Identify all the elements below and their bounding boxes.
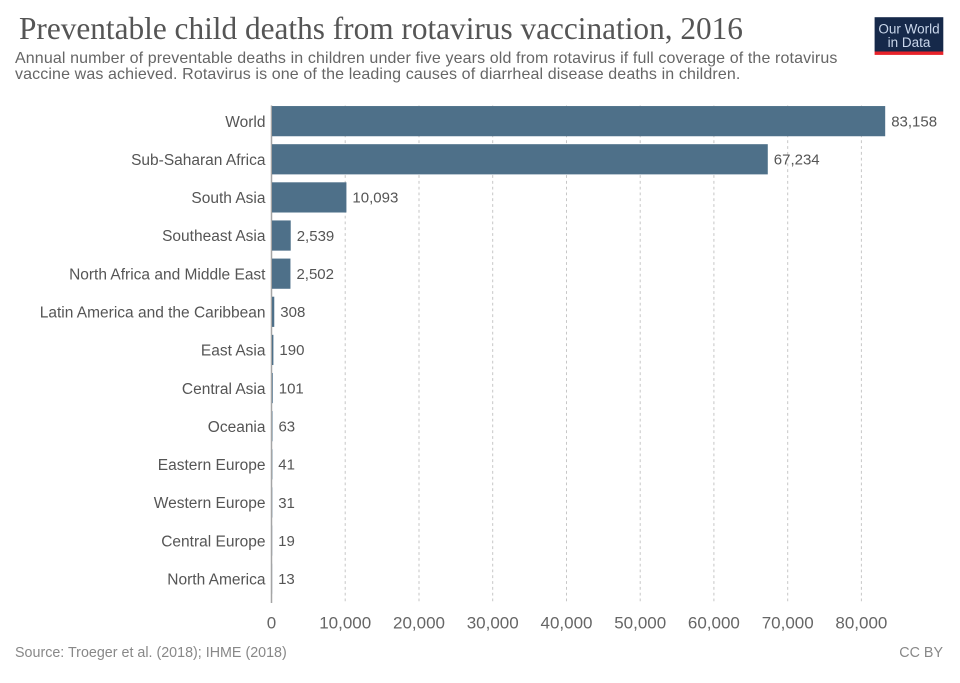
svg-text:Central Europe: Central Europe bbox=[161, 533, 265, 550]
svg-text:50,000: 50,000 bbox=[614, 613, 666, 632]
svg-text:North Africa and Middle East: North Africa and Middle East bbox=[69, 266, 266, 283]
svg-text:31: 31 bbox=[278, 495, 295, 512]
svg-text:40,000: 40,000 bbox=[541, 613, 593, 632]
svg-text:30,000: 30,000 bbox=[467, 613, 519, 632]
svg-text:Preventable child deaths from: Preventable child deaths from rotavirus … bbox=[19, 11, 743, 46]
svg-text:83,158: 83,158 bbox=[891, 113, 937, 130]
svg-text:63: 63 bbox=[278, 418, 295, 435]
svg-text:Western Europe: Western Europe bbox=[154, 495, 266, 512]
svg-text:308: 308 bbox=[280, 304, 305, 321]
svg-text:80,000: 80,000 bbox=[835, 613, 887, 632]
svg-text:101: 101 bbox=[279, 380, 304, 397]
svg-text:World: World bbox=[225, 114, 265, 131]
svg-text:Oceania: Oceania bbox=[208, 419, 266, 436]
svg-text:41: 41 bbox=[278, 457, 295, 474]
svg-text:Sub-Saharan Africa: Sub-Saharan Africa bbox=[131, 152, 266, 169]
svg-text:60,000: 60,000 bbox=[688, 613, 740, 632]
svg-text:19: 19 bbox=[278, 533, 295, 550]
svg-text:South Asia: South Asia bbox=[191, 190, 265, 207]
svg-text:Eastern Europe: Eastern Europe bbox=[158, 457, 266, 474]
svg-text:10,000: 10,000 bbox=[319, 613, 371, 632]
svg-text:190: 190 bbox=[279, 342, 304, 359]
svg-text:East Asia: East Asia bbox=[201, 343, 266, 360]
svg-text:13: 13 bbox=[278, 571, 295, 588]
svg-text:70,000: 70,000 bbox=[762, 613, 814, 632]
svg-text:67,234: 67,234 bbox=[774, 152, 820, 169]
svg-text:2,502: 2,502 bbox=[296, 266, 334, 283]
svg-text:Southeast Asia: Southeast Asia bbox=[162, 228, 266, 245]
svg-text:20,000: 20,000 bbox=[393, 613, 445, 632]
svg-text:Source: Troeger et al. (2018);: Source: Troeger et al. (2018); IHME (201… bbox=[15, 645, 287, 661]
svg-text:0: 0 bbox=[267, 613, 276, 632]
svg-text:Annual number of preventable d: Annual number of preventable deaths in c… bbox=[15, 50, 837, 67]
svg-text:2,539: 2,539 bbox=[297, 228, 335, 245]
svg-text:North America: North America bbox=[167, 571, 266, 588]
svg-text:10,093: 10,093 bbox=[352, 190, 398, 207]
svg-text:in Data: in Data bbox=[888, 35, 931, 50]
svg-text:Latin America and the Caribbea: Latin America and the Caribbean bbox=[40, 305, 266, 322]
svg-text:CC BY: CC BY bbox=[899, 645, 943, 661]
svg-text:vaccine was achieved. Rotaviru: vaccine was achieved. Rotavirus is one o… bbox=[15, 66, 740, 83]
svg-text:Central Asia: Central Asia bbox=[182, 381, 266, 398]
